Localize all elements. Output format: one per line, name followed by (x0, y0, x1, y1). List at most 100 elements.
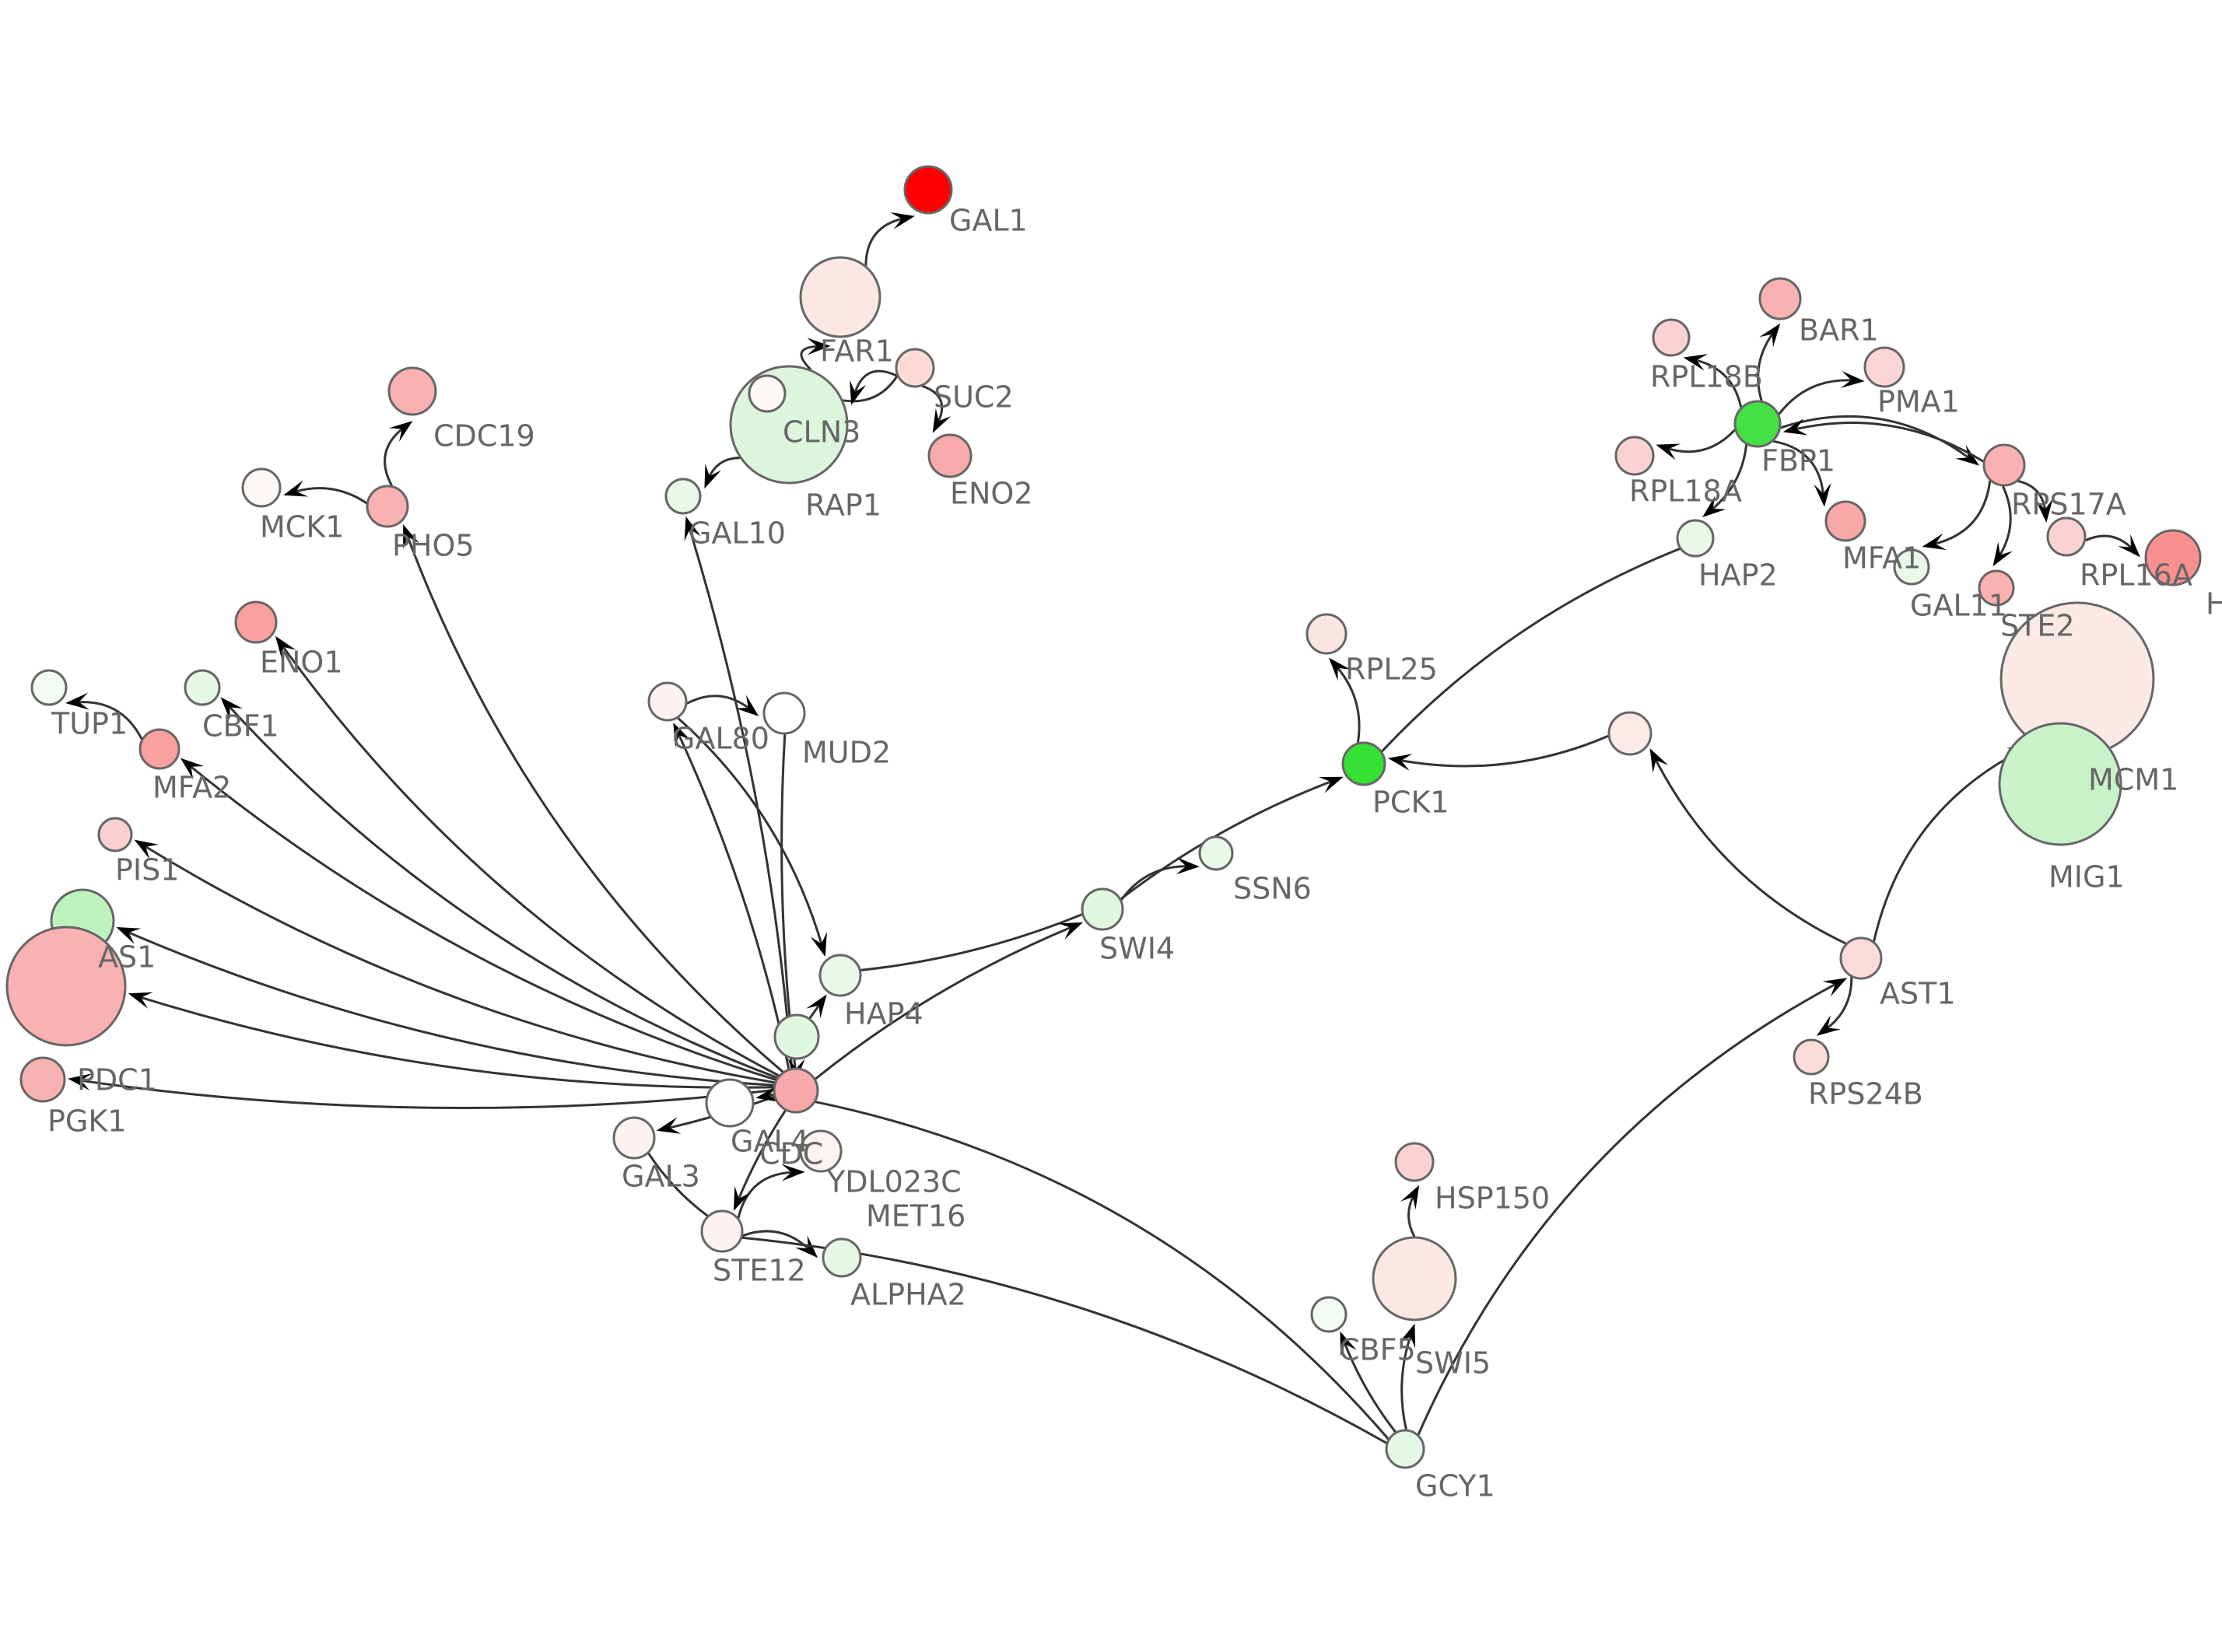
node-rpl16a[interactable] (2046, 516, 2087, 557)
node-rpl18a[interactable] (1614, 436, 1655, 476)
edge-GAL4-to-SWI4 (815, 925, 1074, 1080)
node-mck1[interactable] (241, 467, 282, 508)
edge-FBP1-to-MFA1 (1772, 439, 1825, 497)
edge-AST1-to-UNLBL_1 (1653, 757, 1847, 945)
node-far1[interactable] (799, 256, 881, 338)
node-fbp1[interactable] (1733, 400, 1782, 448)
arrowhead-FBP1-to-HAP2 (1702, 495, 1726, 518)
arrowhead-FBP1-to-BAR1 (1759, 323, 1781, 348)
edge-CLN3-to-GAL10 (706, 457, 741, 480)
node-cbf1[interactable] (184, 669, 221, 706)
node-gcy1[interactable] (1385, 1429, 1425, 1469)
node-label-pho5: PHO5 (392, 529, 475, 563)
node-eno2[interactable] (927, 433, 973, 478)
node-label-mfa1: MFA1 (1842, 541, 1921, 576)
node-hubgrn[interactable] (773, 1013, 820, 1060)
node-label-pck1: PCK1 (1372, 786, 1449, 820)
node-swi5[interactable] (1372, 1236, 1457, 1321)
node-mig1[interactable] (1998, 722, 2122, 846)
node-label-ast1: AST1 (1880, 977, 1956, 1011)
edge-FAR1-to-GAL1 (864, 216, 906, 266)
node-gal4[interactable] (773, 1067, 819, 1114)
edge-GAL4-to-MFA2 (188, 763, 776, 1081)
node-gal10[interactable] (664, 478, 702, 515)
edge-HAP2-to-PCK1 (1381, 548, 1681, 753)
node-label-suc2: SUC2 (934, 380, 1014, 415)
node-gal80[interactable] (647, 681, 688, 722)
node-label-as1: AS1 (98, 940, 156, 975)
node-cdc19[interactable] (387, 366, 437, 416)
node-rps24b[interactable] (1793, 1038, 1830, 1076)
edge-FBP1-to-RPL18A (1665, 429, 1737, 453)
node-suc2[interactable] (895, 348, 935, 388)
node-label-rpl18a: RPL18A (1629, 474, 1742, 509)
node-label-gal10: GAL10 (689, 516, 786, 551)
node-pgk1[interactable] (19, 1056, 66, 1103)
node-mfa1[interactable] (1824, 500, 1866, 542)
edge-GAL4-to-STE12 (736, 1109, 787, 1202)
node-ste2[interactable] (1978, 569, 2015, 607)
edge-GAL4-to-GCY1 (815, 1101, 1390, 1440)
node-layer[interactable] (5, 165, 2202, 1469)
node-rpl18b[interactable] (1652, 318, 1691, 357)
edge-layer (65, 212, 2140, 1444)
node-mud2[interactable] (762, 691, 806, 735)
node-eno1[interactable] (234, 600, 278, 644)
node-cbf5[interactable] (1310, 1296, 1348, 1333)
edge-GAL4-to-GAL80 (676, 731, 790, 1069)
edge-SUC2-to-CLN3 (853, 369, 898, 396)
node-alpha2[interactable] (822, 1237, 862, 1278)
node-label-ydl023c: YDL023C (826, 1165, 962, 1199)
node-pck1[interactable] (1341, 741, 1386, 786)
arrowhead-GAL4-to-PDC1 (128, 992, 153, 1009)
arrowhead-RPS17A-to-FBP1 (1782, 418, 1808, 436)
edge-RPS17A-to-STE2 (1997, 485, 2012, 558)
node-ste12[interactable] (700, 1209, 744, 1253)
node-unlbl_1[interactable] (1607, 711, 1652, 756)
node-label-rps17a: RPS17A (2011, 488, 2126, 522)
node-label-cdc: CDC (759, 1137, 823, 1171)
node-label-cbf5: CBF5 (1339, 1333, 1416, 1367)
node-pdc1[interactable] (5, 926, 127, 1047)
arrowhead-GAL4-to-ENO1 (275, 635, 296, 660)
node-ydl023c[interactable] (799, 1129, 843, 1173)
node-rap1[interactable] (748, 374, 787, 413)
edge-PHO5-to-MCK1 (293, 487, 368, 505)
node-his4[interactable] (2144, 529, 2202, 586)
node-tup1[interactable] (30, 669, 68, 706)
arrowhead-SWI4-to-SSN6 (1176, 857, 1200, 875)
node-mfa2[interactable] (138, 728, 180, 770)
node-gal11[interactable] (1893, 548, 1930, 586)
node-swi4[interactable] (1081, 887, 1124, 931)
node-cdc[interactable] (705, 1078, 755, 1128)
node-hsp150[interactable] (1394, 1142, 1435, 1182)
node-rps17a[interactable] (1982, 443, 2026, 487)
node-label-met16: MET16 (866, 1199, 966, 1234)
node-label-mig1: MIG1 (2049, 860, 2125, 894)
node-gal3[interactable] (612, 1116, 656, 1160)
node-rpl25[interactable] (1306, 613, 1348, 655)
arrowhead-SWI5-to-HSP150 (1400, 1185, 1420, 1210)
node-pho5[interactable] (366, 485, 409, 528)
node-bar1[interactable] (1758, 277, 1802, 320)
node-label-tup1: TUP1 (51, 707, 128, 741)
node-ast1[interactable] (1839, 936, 1883, 980)
node-gal1[interactable] (903, 165, 953, 215)
edge-FBP1-to-BAR1 (1757, 331, 1775, 401)
edge-AST1-to-MCM1 (1873, 748, 2024, 943)
edge-CLN3-to-SUC2 (843, 375, 899, 403)
node-label-gal11: GAL11 (1910, 589, 2007, 623)
node-pis1[interactable] (97, 817, 133, 852)
edge-FBP1-to-RPS17A (1780, 415, 1972, 461)
node-pma1[interactable] (1863, 346, 1905, 388)
node-ssn6[interactable] (1198, 835, 1234, 871)
edge-RPL16A-to-HIS4 (2084, 534, 2135, 551)
node-hap2[interactable] (1676, 519, 1715, 558)
edge-RPS17A-to-GAL11 (1931, 480, 1992, 546)
edge-PCK1-to-RPL25 (1334, 664, 1361, 744)
node-label-gal3: GAL3 (622, 1160, 700, 1194)
node-hap4[interactable] (818, 954, 862, 997)
node-label-swi4: SWI4 (1099, 932, 1175, 966)
